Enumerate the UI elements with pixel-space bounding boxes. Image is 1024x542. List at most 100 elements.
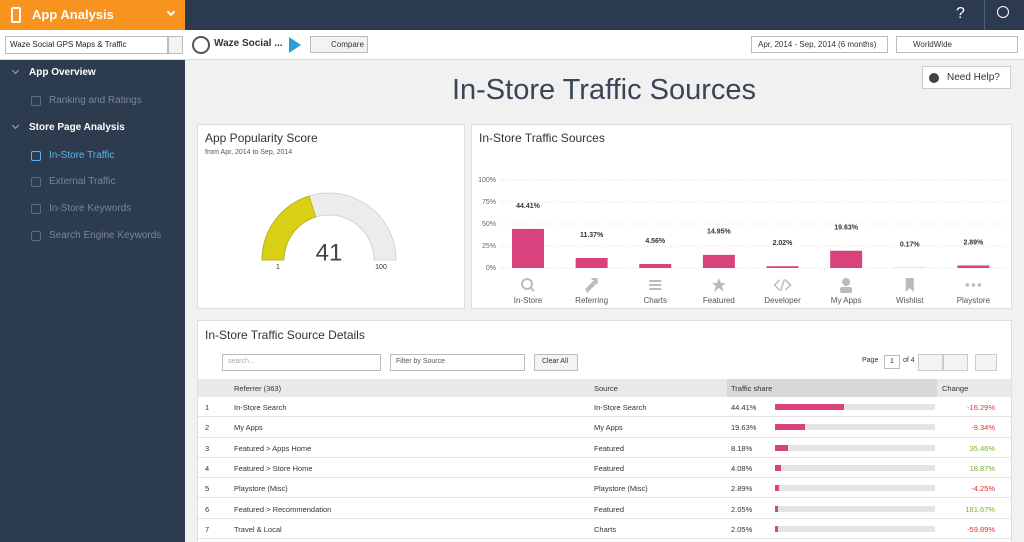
source: Playstore (Misc) [594,484,648,494]
share-label: 2.89% [731,484,753,494]
divider [984,0,985,30]
share-bar [775,464,782,471]
share-track [775,525,935,532]
app-icon [11,7,21,23]
column-header[interactable]: Traffic share [731,384,773,393]
column-header[interactable]: Source [594,384,618,393]
column-header[interactable]: Change [942,384,969,393]
need-help-label: Need Help? [947,72,1000,83]
card-subtitle: from Apr, 2014 to Sep, 2014 [205,149,293,156]
referrer[interactable]: In-Store Search [234,403,287,412]
share-track [775,464,935,471]
country-select[interactable]: WorldWide [896,36,1018,53]
date-range[interactable]: Apr, 2014 - Sep, 2014 (6 months) [751,36,888,53]
app-menu-label: App Analysis [32,7,114,22]
app-menu[interactable]: App Analysis [0,0,185,30]
table-search-placeholder: search... [228,358,255,365]
clear-all-label: Clear All [542,358,569,365]
column-header[interactable]: Referrer (363) [234,384,282,393]
share-track [775,424,935,431]
search-button[interactable] [168,36,183,54]
referrer[interactable]: My Apps [234,423,263,433]
sidebar-item[interactable]: In-Store Traffic [49,149,115,161]
share-label: 2.05% [731,524,753,534]
compare-label: Compare [331,40,364,49]
share-bar [775,444,788,451]
card-title: In-Store Traffic Sources [479,131,605,145]
page-title: In-Store Traffic Sources [451,74,757,106]
source-filter-text: Filter by Source [396,358,446,365]
share-track [775,505,935,512]
row-index: 3 [205,443,210,453]
app-search-input[interactable]: Waze Social GPS Maps & Traffic [5,36,168,54]
source: Charts [594,524,617,534]
prev-page[interactable] [918,354,943,371]
sidebar-icon [31,150,41,161]
change: 35.46% [969,443,995,453]
referrer[interactable]: Featured > Apps Home [234,443,312,453]
source: Featured [594,504,625,514]
referrer[interactable]: Playstore (Misc) [234,484,288,494]
sidebar-item[interactable]: In-Store Keywords [49,203,132,215]
download-button[interactable] [975,354,997,371]
share-label: 8.18% [731,443,753,453]
date-range-text: Apr, 2014 - Sep, 2014 (6 months) [758,40,877,49]
table-row [198,437,1011,458]
share-track [775,444,935,451]
row-index: 7 [205,524,210,534]
table-row [198,478,1011,499]
page-input[interactable]: 1 [884,355,900,369]
app-search-text: Waze Social GPS Maps & Traffic [10,40,127,49]
sidebar-icon [31,230,41,241]
table-row [198,498,1011,519]
row-index: 5 [205,484,210,494]
sidebar-section[interactable]: Store Page Analysis [29,121,125,133]
share-track [775,404,935,410]
share-label: 44.41% [731,403,757,412]
referrer[interactable]: Featured > Store Home [234,463,313,473]
next-page[interactable] [943,354,968,371]
help-button[interactable]: ? [956,5,965,22]
sidebar [0,60,185,542]
source-filter[interactable]: Filter by Source [390,354,525,371]
share-bar [775,424,806,431]
share-bar [775,505,779,512]
source: In-Store Search [594,403,647,412]
change: -59.89% [967,524,995,534]
sidebar-section[interactable]: App Overview [29,67,96,78]
referrer[interactable]: Travel & Local [234,524,282,534]
row-index: 1 [205,403,210,412]
referrer[interactable]: Featured > Recommendation [234,504,332,514]
sidebar-item[interactable]: Ranking and Ratings [49,95,142,106]
share-label: 4.08% [731,463,753,473]
sidebar-icon [31,96,41,106]
source: My Apps [594,423,623,433]
share-label: 19.63% [731,423,757,433]
menu-chevron [166,7,176,17]
source: Featured [594,463,625,473]
sidebar-icon [31,204,41,215]
compare-button[interactable]: Compare [310,36,368,53]
traffic-card [471,124,1012,309]
table-row [198,457,1011,479]
source: Featured [594,443,625,453]
user-icon[interactable] [997,6,1009,18]
page-number: 1 [890,358,894,365]
card-title: In-Store Traffic Source Details [205,328,365,342]
change: 18.87% [969,463,995,473]
sidebar-item[interactable]: External Traffic [49,176,116,188]
row-index: 4 [205,463,210,473]
share-bar [775,404,844,410]
country-text: WorldWide [913,40,952,49]
sidebar-item[interactable]: Search Engine Keywords [49,229,162,241]
row-index: 6 [205,504,210,514]
app-name: Waze Social ... [214,38,283,49]
clear-all-button[interactable]: Clear All [534,354,578,371]
need-help-button[interactable]: Need Help? [922,66,1011,89]
table-search[interactable]: search... [222,354,381,371]
table-row [198,518,1011,540]
store-icon [289,37,301,53]
change: -9.34% [971,423,995,433]
card-title: App Popularity Score [205,131,318,145]
